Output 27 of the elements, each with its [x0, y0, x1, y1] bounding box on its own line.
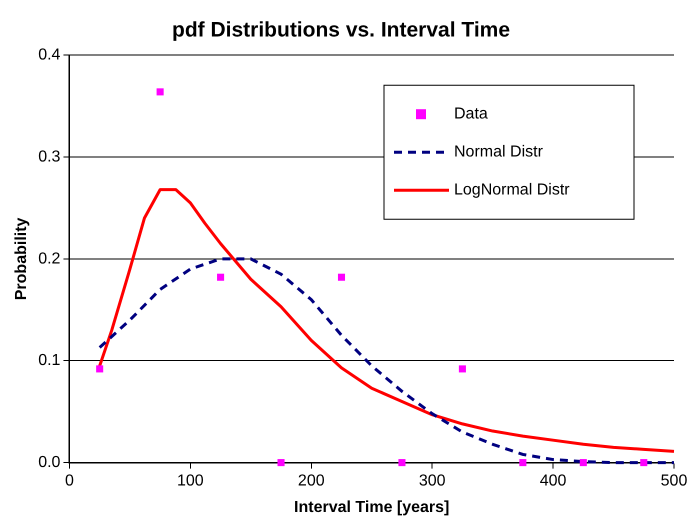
- point: [217, 274, 224, 281]
- point: [519, 459, 526, 466]
- x-tick-label: 300: [418, 472, 446, 490]
- y-tick-label: 0.0: [38, 454, 61, 472]
- x-tick-label: 0: [64, 472, 74, 490]
- y-axis-title: Probability: [13, 217, 30, 300]
- point: [156, 88, 164, 96]
- x-tick-label: 400: [540, 472, 567, 490]
- legend-label: LogNormal Distr: [454, 182, 570, 199]
- x-tick-label: 100: [177, 472, 204, 490]
- x-tick-label: 500: [660, 472, 688, 490]
- legend-label: Normal Distr: [454, 144, 544, 161]
- chart-title: pdf Distributions vs. Interval Time: [172, 18, 510, 42]
- y-tick-label: 0.3: [38, 148, 61, 166]
- y-tick-label: 0.1: [38, 352, 61, 370]
- y-tick-label: 0.4: [38, 46, 61, 64]
- point: [398, 459, 406, 466]
- point: [278, 459, 285, 466]
- y-tick-label: 0.2: [38, 250, 61, 268]
- point: [458, 365, 466, 372]
- point: [96, 365, 104, 372]
- legend-label: Data: [454, 106, 488, 123]
- x-axis-title: Interval Time [years]: [294, 498, 450, 516]
- point: [640, 459, 648, 466]
- point: [338, 274, 346, 281]
- x-tick-label: 200: [298, 472, 325, 490]
- point: [580, 459, 587, 466]
